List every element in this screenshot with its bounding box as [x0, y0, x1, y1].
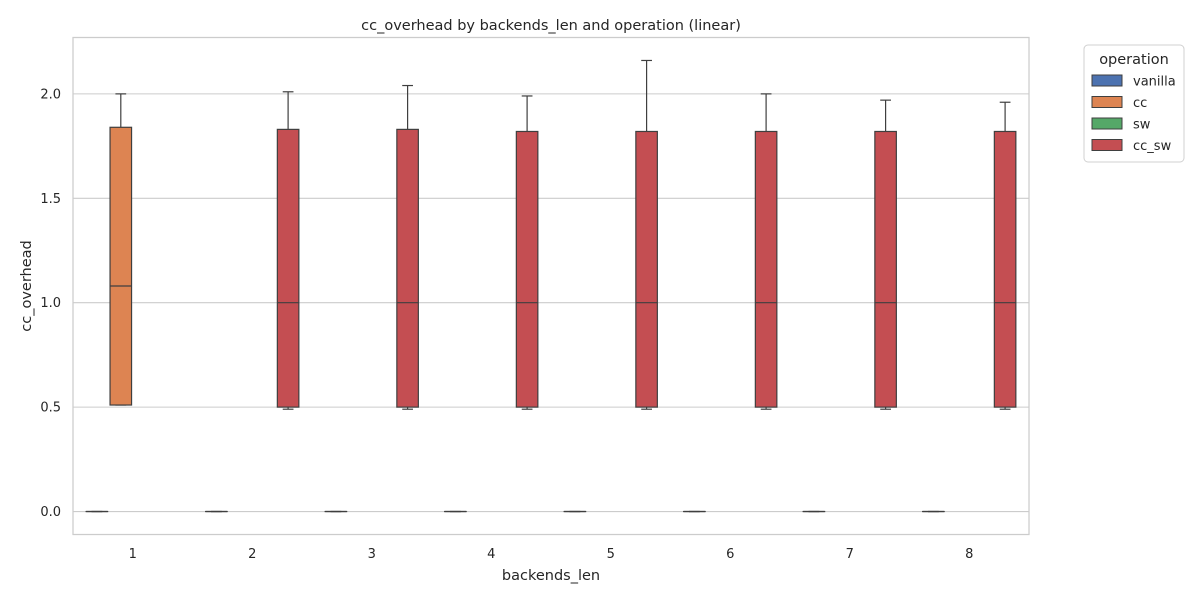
x-tick-label: 2: [248, 547, 256, 562]
legend-title: operation: [1099, 52, 1169, 68]
y-tick-label: 2.0: [40, 87, 61, 102]
legend-swatch-cc: [1092, 97, 1122, 108]
box-cc_sw-3: [397, 86, 419, 410]
box-iqr: [397, 129, 419, 407]
y-tick-label: 1.0: [40, 296, 61, 311]
x-tick-label: 5: [607, 547, 615, 562]
x-tick-label: 1: [129, 547, 137, 562]
y-tick-labels: 0.0 0.5 1.0 1.5 2.0: [40, 87, 61, 520]
legend-label-cc_sw: cc_sw: [1133, 139, 1172, 154]
box-cc_sw-6: [755, 94, 777, 409]
box-iqr: [277, 129, 299, 407]
x-tick-label: 4: [487, 547, 495, 562]
box-iqr: [875, 131, 897, 407]
box-iqr: [110, 127, 132, 405]
box-iqr: [755, 131, 777, 407]
box-iqr: [994, 131, 1016, 407]
legend-swatch-sw: [1092, 118, 1122, 129]
y-tick-label: 0.0: [40, 505, 61, 520]
x-axis-label: backends_len: [502, 568, 600, 584]
box-plots: [86, 60, 1016, 511]
legend-label-sw: sw: [1133, 118, 1151, 133]
x-tick-label: 7: [846, 547, 854, 562]
x-tick-label: 6: [726, 547, 734, 562]
x-tick-label: 3: [368, 547, 376, 562]
box-cc_sw-7: [875, 100, 897, 409]
chart-title: cc_overhead by backends_len and operatio…: [361, 18, 741, 34]
y-tick-label: 1.5: [40, 192, 61, 207]
box-cc_sw-5: [636, 60, 658, 409]
legend-swatch-vanilla: [1092, 75, 1122, 86]
x-tick-labels: 1 2 3 4 5 6 7 8: [129, 547, 974, 562]
box-cc-1: [110, 94, 132, 405]
x-tick-label: 8: [965, 547, 973, 562]
legend: operation vanilla cc sw cc_sw: [1084, 45, 1184, 162]
y-tick-label: 0.5: [40, 401, 61, 416]
box-cc_sw-4: [516, 96, 538, 409]
box-cc_sw-2: [277, 92, 299, 409]
box-cc_sw-8: [994, 102, 1016, 409]
legend-swatch-cc_sw: [1092, 140, 1122, 151]
legend-label-vanilla: vanilla: [1133, 75, 1176, 90]
box-iqr: [636, 131, 658, 407]
box-iqr: [516, 131, 538, 407]
y-axis-label: cc_overhead: [19, 240, 35, 331]
legend-label-cc: cc: [1133, 96, 1147, 111]
